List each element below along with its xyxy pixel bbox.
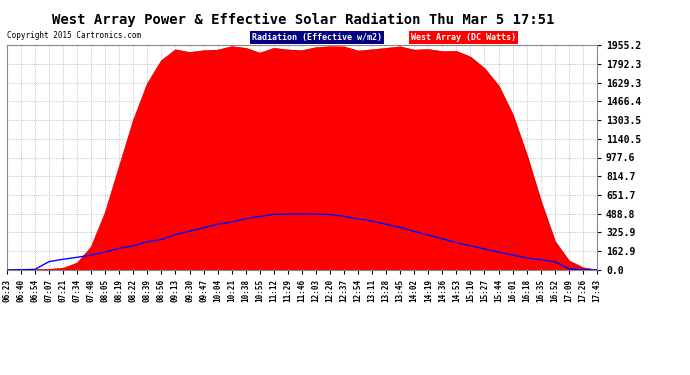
Text: West Array (DC Watts): West Array (DC Watts) bbox=[411, 33, 516, 42]
Text: West Array Power & Effective Solar Radiation Thu Mar 5 17:51: West Array Power & Effective Solar Radia… bbox=[52, 13, 555, 27]
Text: Copyright 2015 Cartronics.com: Copyright 2015 Cartronics.com bbox=[7, 32, 141, 40]
Text: Radiation (Effective w/m2): Radiation (Effective w/m2) bbox=[252, 33, 382, 42]
